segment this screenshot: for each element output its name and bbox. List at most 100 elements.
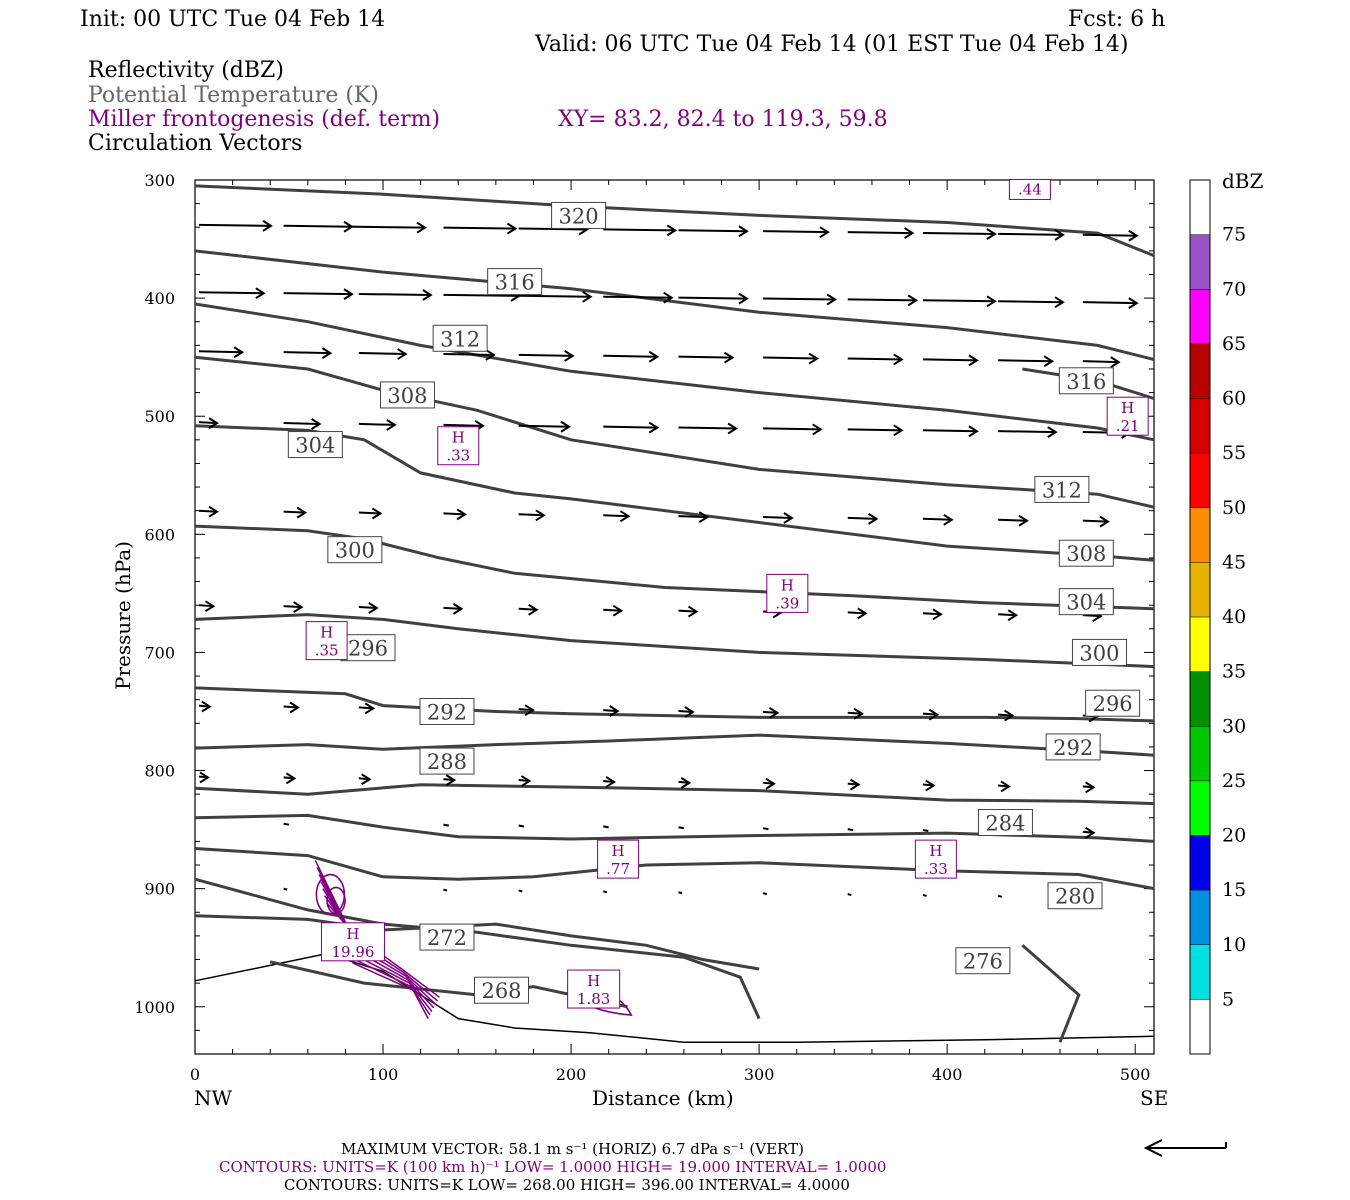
vector-shaft [763, 356, 818, 360]
colorbar-swatch [1190, 726, 1210, 781]
contour-label-text: 312 [440, 327, 480, 351]
vector-shaft [763, 427, 821, 431]
vector-arrow [1082, 515, 1110, 528]
vector-head [968, 425, 979, 438]
frontogenesis-high: H19.96 [320, 922, 385, 962]
vector-arrow [198, 417, 219, 429]
vector-head [609, 705, 620, 717]
vector-head [1000, 780, 1011, 793]
vector-arrow [847, 707, 865, 720]
high-box [914, 839, 957, 879]
vector-arrow [998, 355, 1055, 368]
forecast-hour: Fcst: 6 h [1068, 7, 1165, 32]
frontogenesis-high: H.39 [766, 573, 809, 613]
vector-arrow [283, 701, 300, 714]
contour-label-box [1047, 882, 1103, 910]
vector-shaft [922, 893, 927, 897]
vector-shaft [847, 516, 877, 520]
contour-label-text: 308 [387, 384, 427, 408]
high-letter: H [929, 842, 942, 860]
vector-shaft [283, 224, 353, 228]
contour-label-316: 316 [487, 268, 543, 296]
vector-shaft [847, 231, 913, 235]
vector-head [684, 706, 695, 718]
contour-label-text: 284 [985, 812, 1025, 836]
high-letter: H [346, 925, 359, 943]
contour-label-text: 320 [559, 204, 599, 228]
vector-head [826, 293, 838, 306]
vector-arrow [763, 293, 838, 306]
vector-arrow [603, 705, 620, 717]
vector-head [612, 604, 624, 617]
vector-arrow [603, 604, 624, 617]
theta-contour-316 [194, 249, 1155, 361]
x-tick-label: 200 [556, 1065, 587, 1084]
vector-arrow [998, 229, 1065, 241]
vector-head [368, 602, 379, 614]
vector-shaft [847, 298, 917, 302]
contour-label-text: 296 [1093, 692, 1133, 716]
vector-arrow [283, 347, 333, 360]
vector-head [723, 351, 735, 364]
contour-label-box [955, 947, 1011, 975]
theta-contours [194, 184, 1155, 1043]
high-box [1106, 396, 1149, 436]
frontogenesis-high: H.21 [1106, 396, 1149, 436]
vector-head [311, 418, 322, 430]
contour-label-268: 268 [474, 976, 530, 1004]
vector-head [868, 513, 879, 525]
vector-shaft [998, 232, 1063, 236]
contour-label-text: 316 [495, 271, 535, 295]
vector-head [928, 708, 940, 721]
vector-shaft [847, 428, 902, 432]
vector-shaft [518, 607, 537, 611]
vector-arrow [198, 700, 212, 713]
contour-label-text: 304 [295, 434, 335, 458]
colorbar-label: 5 [1222, 988, 1234, 1010]
vector-arrow [603, 291, 674, 304]
theta-contour-282 [194, 813, 1155, 843]
vector-arrow [998, 426, 1058, 438]
vector-arrow [358, 773, 372, 786]
vector-shaft [922, 358, 977, 362]
vector-arrow [678, 225, 749, 238]
vector-shaft [678, 826, 685, 830]
vector-head [364, 702, 376, 715]
vector-head [857, 607, 868, 620]
vector-head [321, 347, 333, 360]
vector-head [361, 773, 372, 786]
colorbar-label: 75 [1222, 224, 1246, 246]
colorbar-swatch [1190, 507, 1210, 563]
plot-frame [194, 179, 1155, 1055]
vector-arrow [358, 602, 379, 614]
vector-head [812, 423, 823, 436]
vector-head [663, 291, 674, 304]
vector-shaft [678, 709, 693, 713]
colorbar-label: 20 [1222, 825, 1246, 847]
colorbar-swatch [1190, 944, 1210, 1000]
contour-label-text: 288 [427, 750, 467, 774]
vector-head [456, 508, 467, 521]
vector-arrow [443, 508, 467, 521]
contour-label-box [1034, 475, 1090, 503]
contour-label-284: 284 [977, 809, 1033, 837]
vector-arrow [198, 220, 273, 232]
colorbar-swatch [1190, 453, 1210, 508]
vector-head [808, 352, 820, 365]
contour-label-box [419, 923, 475, 951]
vector-head [986, 295, 997, 308]
contour-label-box [1058, 367, 1114, 395]
vector-shaft [283, 605, 302, 609]
contour-label-296: 296 [1085, 689, 1141, 717]
reference-vector-icon [1143, 1139, 1227, 1157]
vector-arrow [847, 893, 852, 897]
vector-arrow [603, 421, 660, 434]
vector-arrow [847, 353, 904, 366]
vector-head [850, 778, 861, 791]
contours-theta-text: CONTOURS: UNITS=K LOW= 268.00 HIGH= 396.… [284, 1176, 850, 1194]
x-axis-label: Distance (km) [592, 1086, 734, 1110]
vector-arrow [847, 294, 919, 307]
vector-shaft [998, 613, 1017, 617]
vector-shaft [443, 823, 450, 827]
